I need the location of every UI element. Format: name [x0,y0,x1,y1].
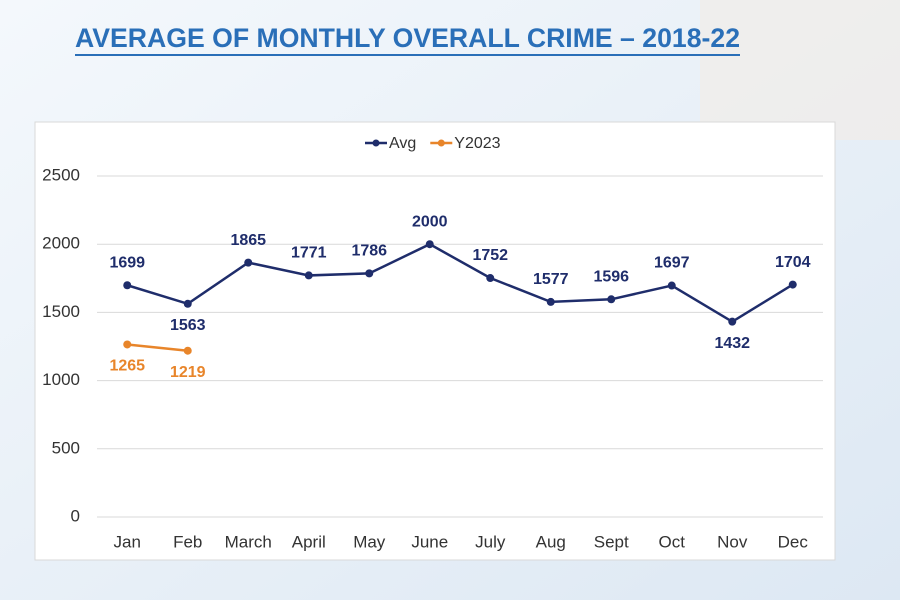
data-point [667,281,676,290]
data-point [546,297,555,306]
x-tick-label: June [411,532,448,551]
data-point [607,295,616,304]
data-point [365,269,374,278]
data-point [304,271,313,280]
data-point [486,274,495,283]
legend-marker [437,139,445,147]
legend-marker [372,139,380,147]
photo-area [700,0,900,140]
data-label: 1432 [714,335,750,352]
x-tick-label: May [353,532,386,551]
data-point [183,299,192,308]
y-tick-label: 2000 [42,234,80,253]
data-label: 1563 [170,317,206,334]
legend-label: Avg [389,135,416,152]
x-tick-label: Jan [114,532,141,551]
y-tick-label: 2500 [42,165,80,184]
series-line [126,242,794,324]
x-tick-label: Feb [173,532,202,551]
y-tick-label: 500 [52,438,80,457]
data-point [244,258,253,267]
data-point [425,240,434,249]
data-label: 1865 [230,232,266,249]
chart-panel [34,121,836,561]
legend-label: Y2023 [454,135,500,152]
x-tick-label: Sept [594,532,629,551]
chart-title: AVERAGE OF MONTHLY OVERALL CRIME – 2018-… [75,23,740,53]
data-label: 1786 [351,243,387,260]
y-tick-label: 0 [71,506,80,525]
data-label: 1265 [109,358,145,375]
data-point [788,280,797,289]
data-point [183,346,192,355]
data-label: 1596 [593,269,629,286]
data-label: 1699 [109,254,145,271]
data-point [123,281,132,290]
x-tick-label: Oct [659,532,686,551]
x-tick-label: Dec [778,532,809,551]
x-tick-label: Aug [536,532,566,551]
data-label: 1704 [775,254,811,271]
x-tick-label: Nov [717,532,748,551]
data-label: 2000 [412,213,448,230]
x-tick-label: March [225,532,272,551]
data-point [123,340,132,349]
data-label: 1219 [170,364,206,381]
x-tick-label: April [292,532,326,551]
data-label: 1752 [472,247,508,264]
data-label: 1697 [654,255,690,272]
data-point [728,317,737,326]
y-tick-label: 1500 [42,302,80,321]
data-label: 1577 [533,271,569,288]
data-label: 1771 [291,245,327,262]
y-tick-label: 1000 [42,370,80,389]
series-line [127,343,188,352]
x-tick-label: July [475,532,506,551]
